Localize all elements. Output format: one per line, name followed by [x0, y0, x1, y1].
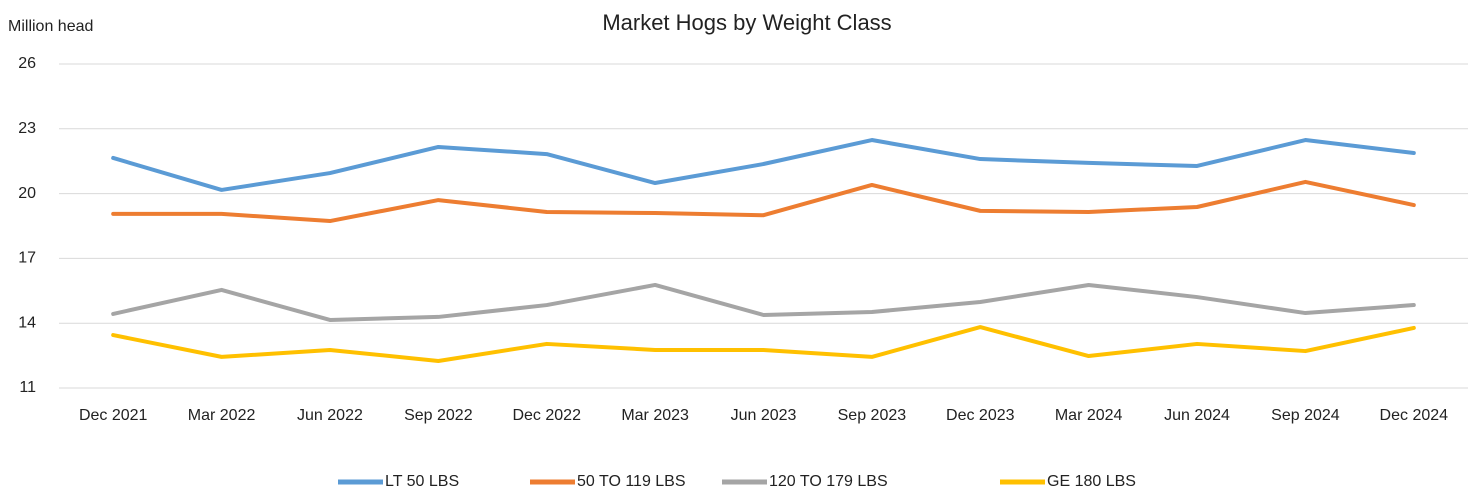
y-tick-label: 20	[18, 185, 36, 202]
y-tick-label: 17	[18, 250, 36, 267]
x-tick-label: Jun 2023	[731, 407, 797, 424]
x-tick-label: Dec 2021	[79, 407, 148, 424]
x-tick-label: Sep 2024	[1271, 407, 1340, 424]
y-axis-label: Million head	[8, 18, 93, 35]
series-line	[111, 282, 1416, 322]
x-tick-label: Mar 2022	[188, 407, 256, 424]
legend-label: 120 TO 179 LBS	[769, 473, 888, 490]
x-tick-label: Dec 2022	[512, 407, 581, 424]
y-tick-label: 11	[19, 379, 36, 396]
legend-label: LT 50 LBS	[385, 473, 459, 490]
y-tick-label: 26	[18, 55, 36, 72]
y-tick-label: 14	[18, 314, 36, 331]
x-tick-label: Jun 2024	[1164, 407, 1230, 424]
legend-label: GE 180 LBS	[1047, 473, 1136, 490]
x-tick-label: Dec 2024	[1380, 407, 1449, 424]
legend-label: 50 TO 119 LBS	[577, 473, 686, 490]
x-tick-label: Jun 2022	[297, 407, 363, 424]
x-tick-label: Mar 2024	[1055, 407, 1123, 424]
series-line	[111, 325, 1416, 363]
x-tick-label: Sep 2022	[404, 407, 473, 424]
x-tick-label: Mar 2023	[621, 407, 689, 424]
chart-title: Market Hogs by Weight Class	[602, 10, 891, 35]
x-tick-label: Dec 2023	[946, 407, 1015, 424]
y-tick-label: 23	[18, 120, 36, 137]
series-line	[111, 138, 1416, 192]
series-line	[111, 179, 1416, 224]
x-tick-label: Sep 2023	[838, 407, 907, 424]
